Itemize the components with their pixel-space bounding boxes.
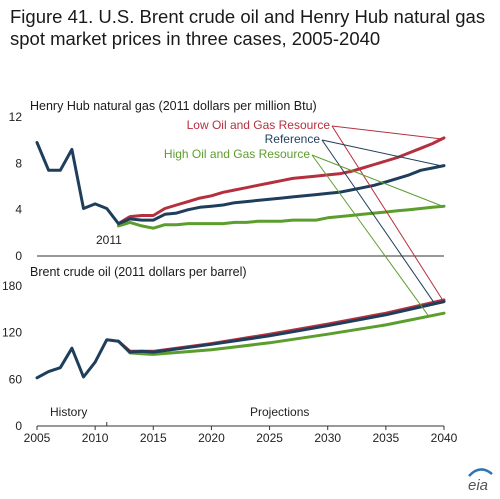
eia-logo-swoosh — [468, 468, 493, 477]
x-tick-label: 2005 — [24, 431, 51, 445]
leader-line-low — [331, 125, 443, 300]
leader-line-reference — [321, 139, 443, 167]
leader-line-high — [311, 154, 443, 207]
annotation-projections: Projections — [250, 405, 309, 419]
legend-label-low: Low Oil and Gas Resource — [187, 118, 331, 132]
oil-panel-title: Brent crude oil (2011 dollars per barrel… — [30, 265, 247, 279]
gas-y-tick-label: 8 — [15, 156, 22, 170]
gas-y-tick-label: 4 — [15, 203, 22, 217]
oil-y-tick-label: 60 — [9, 372, 23, 386]
legend-label-high: High Oil and Gas Resource — [164, 147, 310, 161]
gas-series-low — [116, 136, 446, 226]
eia-logo-icon: eia — [468, 468, 493, 494]
x-tick-label: 2040 — [431, 431, 458, 445]
x-tick-label: 2030 — [314, 431, 341, 445]
gas-panel-title: Henry Hub natural gas (2011 dollars per … — [30, 99, 317, 113]
annotation-2011: 2011 — [96, 233, 122, 247]
oil-y-tick-label: 180 — [2, 279, 22, 293]
x-tick-label: 2015 — [140, 431, 167, 445]
gas-series-high — [116, 204, 446, 230]
x-tick-label: 2035 — [373, 431, 400, 445]
leader-line-low — [331, 125, 443, 140]
gas-series-reference — [35, 141, 446, 226]
gas-y-tick-label: 12 — [9, 110, 23, 124]
annotation-history: History — [50, 405, 87, 419]
figure-title: Figure 41. U.S. Brent crude oil and Henr… — [10, 6, 486, 49]
eia-logo-text: eia — [468, 477, 488, 494]
leader-line-reference — [321, 139, 435, 303]
oil-series-low — [116, 298, 446, 353]
oil-series-reference — [35, 300, 446, 380]
x-tick-label: 2020 — [198, 431, 225, 445]
oil-y-tick-label: 120 — [2, 326, 22, 340]
gas-y-tick-label: 0 — [15, 249, 22, 263]
leader-line-high — [311, 154, 429, 316]
x-tick-label: 2010 — [82, 431, 109, 445]
x-tick-label: 2025 — [256, 431, 283, 445]
legend-label-reference: Reference — [265, 132, 321, 146]
oil-y-tick-label: 0 — [15, 419, 22, 433]
